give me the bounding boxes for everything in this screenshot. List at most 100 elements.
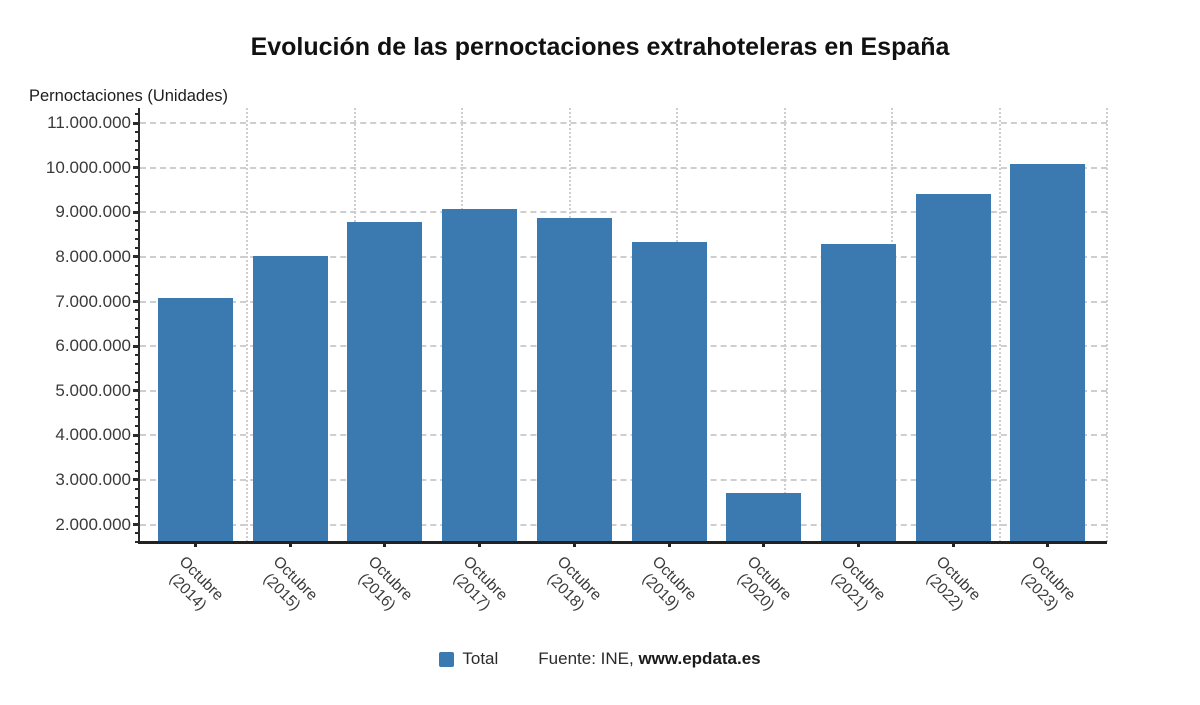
- x-axis-tick-label: Octubre (2023): [1011, 550, 1082, 621]
- y-axis-tick-label: 2.000.000: [55, 514, 131, 534]
- y-axis-major-tick: [133, 433, 140, 437]
- grid-v-line: [1106, 108, 1108, 542]
- grid-h-line: [140, 478, 1107, 481]
- y-axis-minor-tick: [135, 131, 139, 134]
- chart-title: Evolución de las pernoctaciones extrahot…: [250, 33, 950, 61]
- bar: [726, 492, 802, 542]
- y-axis-major-tick: [133, 166, 140, 170]
- x-tick-mark: [288, 543, 292, 547]
- y-axis-minor-tick: [135, 443, 139, 446]
- y-axis-minor-tick: [135, 362, 139, 365]
- y-axis-minor-tick: [135, 148, 139, 151]
- bar: [158, 297, 233, 542]
- y-axis-tick-label: 9.000.000: [55, 202, 131, 222]
- source-note: Fuente: INE, www.epdata.es: [538, 649, 760, 669]
- y-axis-tick-label: 7.000.000: [55, 291, 131, 311]
- grid-h-line: [140, 389, 1107, 392]
- y-axis-tick-label: 4.000.000: [55, 425, 131, 445]
- grid-h-line: [140, 434, 1107, 437]
- x-tick-mark: [194, 543, 197, 547]
- y-axis-minor-tick: [135, 318, 139, 321]
- x-tick-mark: [572, 543, 576, 547]
- x-axis-tick-label: Octubre (2020): [727, 550, 798, 621]
- x-tick-mark: [383, 543, 387, 547]
- y-axis-minor-tick: [135, 487, 139, 490]
- y-axis-minor-tick: [135, 264, 139, 267]
- y-axis-minor-tick: [135, 273, 139, 276]
- y-axis-minor-tick: [135, 336, 139, 339]
- y-axis-minor-tick: [135, 425, 139, 428]
- y-axis-title: Pernoctaciones (Unidades): [29, 87, 229, 105]
- x-axis-tick-label: Octubre (2017): [443, 550, 514, 621]
- x-tick-mark: [1046, 543, 1050, 547]
- y-axis-minor-tick: [135, 407, 139, 410]
- y-axis-minor-tick: [135, 238, 139, 241]
- y-axis-minor-tick: [135, 113, 139, 116]
- y-axis-minor-tick: [135, 246, 139, 249]
- y-axis-line: [138, 108, 140, 542]
- bar: [347, 222, 423, 542]
- x-tick-mark: [667, 543, 671, 547]
- bar: [536, 218, 612, 542]
- y-axis-major-tick: [133, 389, 140, 393]
- bar: [442, 209, 518, 542]
- grid-h-line: [140, 523, 1107, 526]
- y-axis-major-tick: [133, 210, 140, 214]
- y-axis-minor-tick: [135, 309, 139, 312]
- y-axis-minor-tick: [135, 541, 139, 544]
- y-axis-minor-tick: [135, 202, 139, 205]
- y-axis-tick-label: 8.000.000: [55, 246, 131, 266]
- grid-v-line: [246, 108, 249, 542]
- y-axis-minor-tick: [135, 184, 139, 187]
- y-axis-minor-tick: [135, 532, 139, 535]
- bar: [820, 244, 896, 542]
- x-axis-tick-label: Octubre (2016): [348, 550, 419, 621]
- y-axis-minor-tick: [135, 229, 139, 232]
- y-axis-tick-label: 6.000.000: [55, 336, 131, 356]
- bar: [252, 256, 328, 542]
- grid-h-line: [140, 300, 1107, 303]
- x-axis-tick-label: Octubre (2019): [632, 550, 703, 621]
- grid-h-line: [140, 345, 1107, 348]
- x-tick-mark: [856, 543, 860, 547]
- y-axis-minor-tick: [135, 371, 139, 374]
- y-axis-minor-tick: [135, 282, 139, 285]
- legend-item-total[interactable]: Total: [439, 649, 498, 669]
- x-axis-tick-label: Octubre (2015): [253, 550, 324, 621]
- x-tick-mark: [951, 543, 955, 547]
- y-axis-minor-tick: [135, 220, 139, 223]
- grid-v-line: [998, 108, 1001, 542]
- y-axis-major-tick: [133, 255, 140, 259]
- legend-label: Total: [462, 649, 499, 668]
- x-axis-tick-label: Octubre (2021): [822, 550, 893, 621]
- legend-row: Total Fuente: INE, www.epdata.es: [0, 649, 1200, 669]
- x-tick-mark: [762, 543, 766, 547]
- y-axis-minor-tick: [135, 380, 139, 383]
- grid-h-line: [140, 122, 1107, 125]
- x-axis-tick-label: Octubre (2018): [537, 550, 608, 621]
- source-prefix: Fuente: INE,: [538, 649, 639, 668]
- x-tick-mark: [478, 543, 482, 547]
- x-axis-line: [138, 541, 1107, 544]
- y-axis-minor-tick: [135, 157, 139, 160]
- y-axis-minor-tick: [135, 175, 139, 178]
- y-axis-minor-tick: [135, 452, 139, 455]
- y-axis-major-tick: [133, 523, 140, 526]
- y-axis-major-tick: [133, 121, 140, 125]
- y-axis-minor-tick: [135, 354, 139, 357]
- y-axis-tick-label: 5.000.000: [55, 380, 131, 400]
- y-axis-minor-tick: [135, 139, 139, 142]
- grid-h-line: [140, 255, 1107, 258]
- grid-h-line: [140, 166, 1107, 169]
- y-axis-minor-tick: [135, 398, 139, 401]
- y-axis-minor-tick: [135, 291, 139, 294]
- y-axis-tick-label: 11.000.000: [47, 113, 131, 133]
- grid-h-line: [140, 211, 1107, 214]
- bar: [915, 194, 991, 542]
- bar: [1010, 163, 1086, 542]
- y-axis-major-tick: [133, 300, 140, 303]
- y-axis-tick-label: 3.000.000: [55, 469, 131, 489]
- y-axis-minor-tick: [135, 496, 139, 499]
- y-axis-minor-tick: [135, 514, 139, 517]
